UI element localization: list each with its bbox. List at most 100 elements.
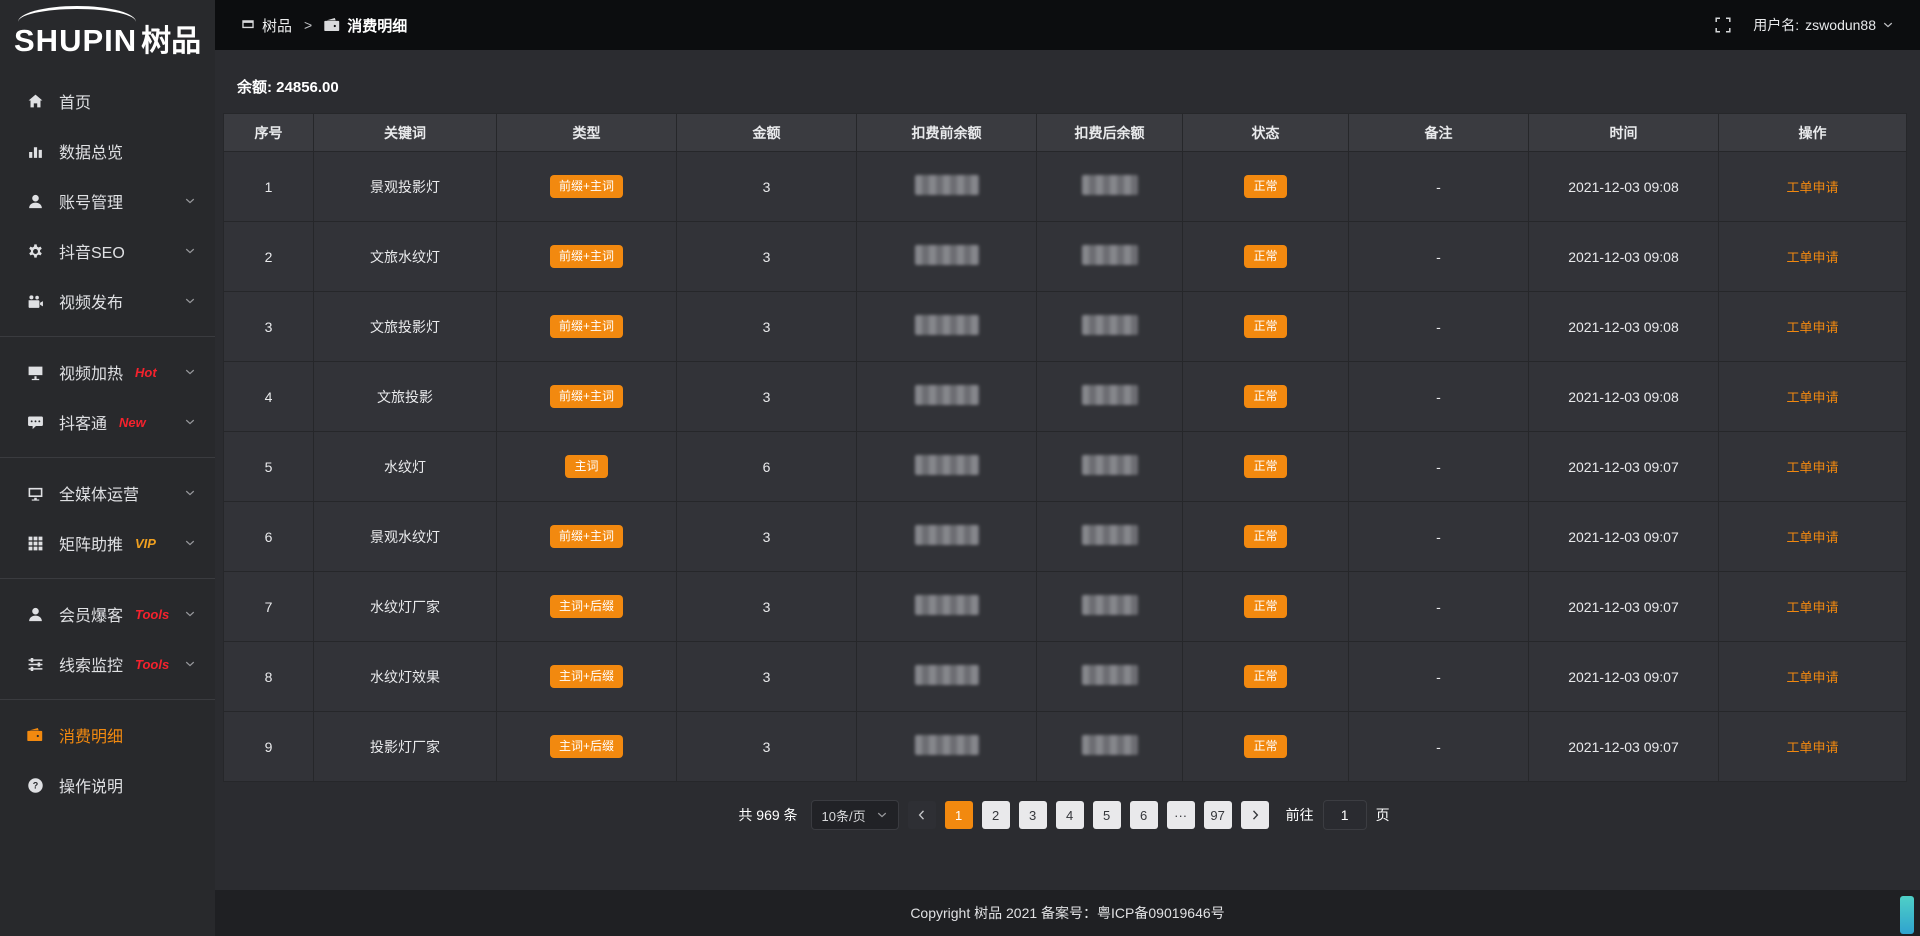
page-button-6[interactable]: 6	[1129, 801, 1158, 829]
cell-type-badge: 前缀+主词	[549, 315, 623, 338]
monitor-icon	[26, 484, 44, 502]
cell-index: 9	[223, 711, 314, 782]
sidebar-item-douyin-seo[interactable]: 抖音SEO	[0, 226, 215, 276]
sidebar-item-data-overview[interactable]: 数据总览	[0, 126, 215, 176]
breadcrumb-item-shupin[interactable]: 树品	[241, 15, 292, 36]
work-order-link[interactable]: 工单申请	[1786, 390, 1839, 405]
cell-keyword: 景观水纹灯	[313, 501, 497, 572]
page-buttons: 1 2 3 4 5 6 ··· 97	[944, 801, 1232, 829]
cell-action: 工单申请	[1718, 711, 1907, 782]
cell-status: 正常	[1182, 431, 1349, 502]
sidebar-item-media-operation[interactable]: 全媒体运营	[0, 468, 215, 518]
sidebar-item-douketong[interactable]: 抖客通 New	[0, 397, 215, 447]
cell-type-badge: 主词+后缀	[549, 735, 623, 758]
masked-value	[914, 315, 979, 335]
cell-balance-after	[1036, 291, 1183, 362]
cell-status: 正常	[1182, 571, 1349, 642]
work-order-link[interactable]: 工单申请	[1786, 250, 1839, 265]
page-button-5[interactable]: 5	[1092, 801, 1121, 829]
page-button-2[interactable]: 2	[981, 801, 1010, 829]
page-button-3[interactable]: 3	[1018, 801, 1047, 829]
masked-value	[1081, 595, 1138, 615]
sidebar-item-label: 消费明细	[59, 729, 124, 746]
page-button-97[interactable]: 97	[1203, 801, 1232, 829]
page-button-1[interactable]: 1	[944, 801, 973, 829]
svg-text:?: ?	[32, 780, 38, 790]
cell-keyword: 景观投影灯	[313, 151, 497, 222]
chevron-down-icon	[181, 413, 199, 431]
goto-page-input[interactable]	[1322, 800, 1367, 830]
goto-label: 前往	[1285, 807, 1314, 823]
cell-balance-after	[1036, 431, 1183, 502]
page-size-select[interactable]: 10条/页	[810, 800, 899, 830]
chevron-down-icon	[181, 292, 199, 310]
footer: Copyright 树品 2021 备案号：粤ICP备09019646号	[215, 890, 1920, 936]
cell-time: 2021-12-03 09:07	[1528, 431, 1719, 502]
balance-row: 余额: 24856.00	[237, 76, 1905, 97]
sidebar-item-account-manage[interactable]: 账号管理	[0, 176, 215, 226]
table-row: 2 文旅水纹灯 前缀+主词 3 正常 -2021-12-03 09:08 工单申请	[223, 221, 1907, 292]
chevron-down-icon	[181, 363, 199, 381]
member-icon	[26, 605, 44, 623]
prev-page-button[interactable]	[907, 801, 936, 829]
sidebar-item-video-publish[interactable]: 视频发布	[0, 276, 215, 326]
page-button-4[interactable]: 4	[1055, 801, 1084, 829]
balance-value: 24856.00	[276, 79, 339, 96]
page-ellipsis-button[interactable]: ···	[1166, 801, 1195, 829]
cell-status: 正常	[1182, 711, 1349, 782]
work-order-link[interactable]: 工单申请	[1786, 740, 1839, 755]
cell-balance-before	[856, 221, 1037, 292]
cell-action: 工单申请	[1718, 361, 1907, 432]
cell-balance-before	[856, 641, 1037, 712]
user-menu[interactable]: 用户名: zswodun88	[1753, 15, 1894, 35]
cell-time: 2021-12-03 09:07	[1528, 711, 1719, 782]
cell-status-badge: 正常	[1244, 315, 1287, 338]
cell-time: 2021-12-03 09:08	[1528, 151, 1719, 222]
sidebar-item-home[interactable]: 首页	[0, 76, 215, 126]
breadcrumb-current-label: 消费明细	[347, 17, 408, 35]
cell-balance-after	[1036, 571, 1183, 642]
work-order-link[interactable]: 工单申请	[1786, 670, 1839, 685]
breadcrumb-item-consume-detail[interactable]: 消费明细	[324, 15, 407, 36]
work-order-link[interactable]: 工单申请	[1786, 600, 1839, 615]
gear-icon	[26, 242, 44, 260]
work-order-link[interactable]: 工单申请	[1786, 320, 1839, 335]
sidebar-item-consume-detail[interactable]: 消费明细	[0, 710, 215, 760]
app-logo[interactable]: SHUPIN 树品	[0, 0, 215, 62]
sidebar-item-member-burst[interactable]: 会员爆客 Tools	[0, 589, 215, 639]
work-order-link[interactable]: 工单申请	[1786, 530, 1839, 545]
breadcrumb: 树品 > 消费明细	[241, 15, 407, 36]
cell-balance-after	[1036, 221, 1183, 292]
masked-value	[914, 245, 979, 265]
cell-index: 8	[223, 641, 314, 712]
column-header: 状态	[1182, 113, 1349, 152]
table-row: 4 文旅投影 前缀+主词 3 正常 -2021-12-03 09:08 工单申请	[223, 361, 1907, 432]
sidebar-item-operation-guide[interactable]: ? 操作说明	[0, 760, 215, 810]
main-content: 余额: 24856.00 序号 关键词 类型 金额 扣费前余额 扣费后余额 状态 备注 时间 操作…	[215, 50, 1920, 936]
cell-remark: -	[1348, 711, 1529, 782]
pagination-total: 共 969 条	[738, 807, 798, 823]
sidebar-item-label: 矩阵助推	[59, 537, 124, 554]
sidebar-item-clue-monitor[interactable]: 线索监控 Tools	[0, 639, 215, 689]
table-row: 1 景观投影灯 前缀+主词 3 正常 -2021-12-03 09:08 工单申请	[223, 151, 1907, 222]
sidebar-item-video-heat[interactable]: 视频加热 Hot	[0, 347, 215, 397]
sidebar-divider	[0, 699, 215, 700]
fullscreen-icon[interactable]	[1715, 17, 1731, 33]
copyright-text: Copyright 树品 2021 备案号：粤ICP备09019646号	[910, 905, 1225, 921]
topbar-right: 用户名: zswodun88	[1715, 15, 1894, 35]
column-header: 类型	[496, 113, 677, 152]
cell-index: 5	[223, 431, 314, 502]
table-header-row: 序号 关键词 类型 金额 扣费前余额 扣费后余额 状态 备注 时间 操作	[223, 113, 1907, 152]
work-order-link[interactable]: 工单申请	[1786, 180, 1839, 195]
sidebar-item-matrix-boost[interactable]: 矩阵助推 VIP	[0, 518, 215, 568]
cell-remark: -	[1348, 501, 1529, 572]
cell-action: 工单申请	[1718, 221, 1907, 292]
chat-icon	[26, 413, 44, 431]
chat-widget[interactable]	[1900, 896, 1914, 934]
next-page-button[interactable]	[1240, 801, 1269, 829]
work-order-link[interactable]: 工单申请	[1786, 460, 1839, 475]
cell-time: 2021-12-03 09:08	[1528, 221, 1719, 292]
cell-balance-after	[1036, 501, 1183, 572]
user-icon	[26, 192, 44, 210]
